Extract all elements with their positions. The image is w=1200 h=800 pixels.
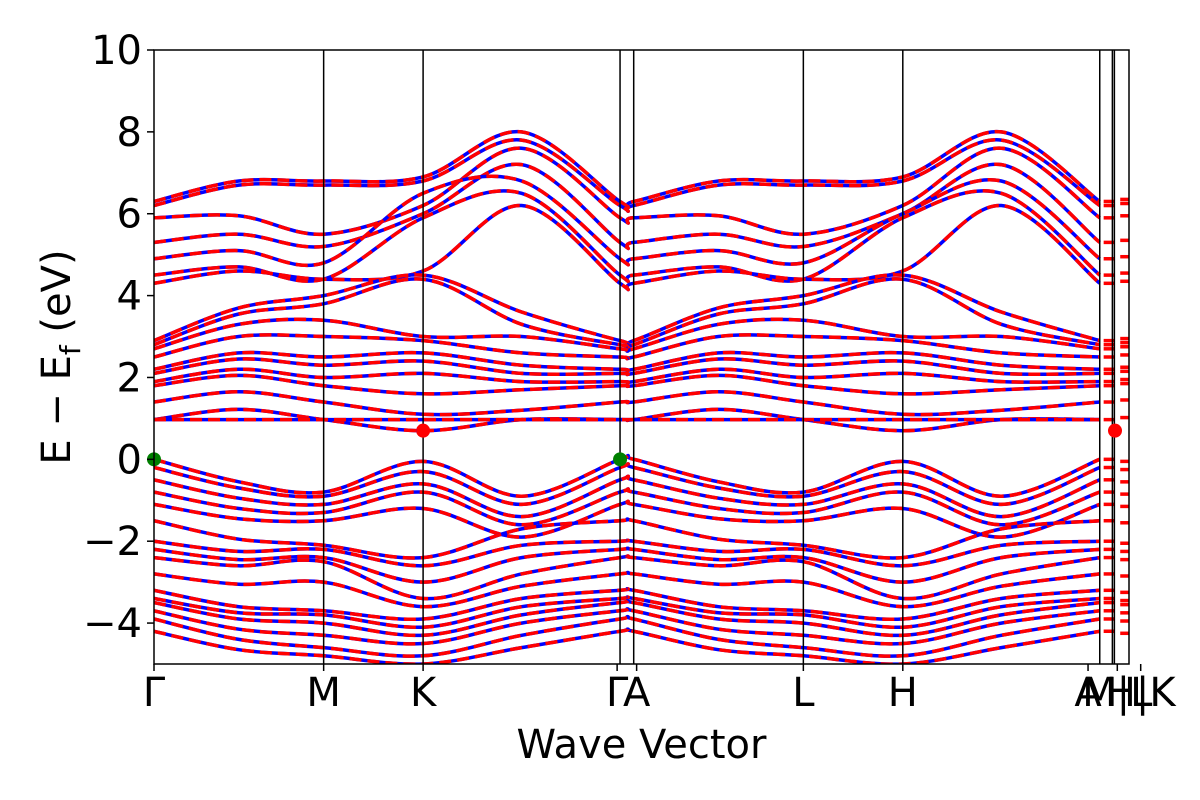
x-tick-label: A — [623, 670, 651, 716]
y-tick-label: 8 — [117, 110, 142, 156]
conduction-band-2-spin-down — [154, 148, 1100, 234]
valence-band-8-spin-down — [154, 556, 1100, 599]
x-tick-label: Γ — [143, 670, 166, 716]
x-tick-label: K — [410, 670, 438, 716]
cbm-marker-1 — [1108, 424, 1122, 438]
conduction-band-1-spin-down — [154, 140, 1100, 211]
vbm-marker-1 — [613, 452, 627, 466]
y-tick-label: 10 — [91, 28, 142, 74]
y-tick-label: 2 — [117, 355, 142, 401]
x-tick-label: M — [306, 670, 341, 716]
x-tick-label: L — [792, 670, 815, 716]
kpath-lines-layer — [324, 50, 1115, 664]
y-axis: −4 −2 0 2 4 6 8 10 — [83, 28, 154, 647]
x-axis-label: Wave Vector — [517, 722, 768, 768]
y-tick-label: 6 — [117, 192, 142, 238]
x-tick-label: H — [888, 670, 918, 716]
x-axis: Γ M K ΓA L H AM|LH|K — [143, 664, 1178, 716]
valence-band-7-spin-down — [154, 548, 1100, 582]
x-tick-label: H|K — [1106, 670, 1178, 716]
y-axis-label-main: E − E — [34, 355, 80, 465]
y-axis-label: E − Ef (eV) — [34, 249, 87, 464]
y-axis-label-unit: (eV) — [34, 249, 80, 345]
valence-band-8-spin-up — [154, 556, 1100, 599]
y-tick-label: 4 — [117, 274, 142, 320]
y-tick-label: −4 — [83, 601, 142, 647]
valence-band-7-spin-up — [154, 548, 1100, 582]
y-tick-label: 0 — [117, 437, 142, 483]
cbm-marker-0 — [416, 424, 430, 438]
conduction-band-15-spin-down — [154, 392, 1100, 415]
y-tick-label: −2 — [83, 519, 142, 565]
bands-layer — [154, 132, 1131, 665]
conduction-band-1-spin-up — [154, 140, 1100, 211]
